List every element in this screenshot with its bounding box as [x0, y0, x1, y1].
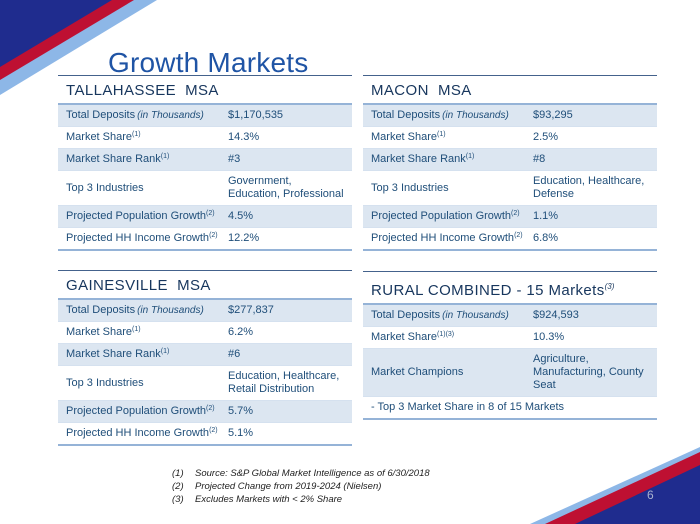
table-row: Projected Population Growth(2) 5.7% [58, 400, 352, 422]
row-value: 5.1% [228, 427, 254, 439]
row-label: Total Deposits (in Thousands) [66, 109, 204, 121]
table-title: MACON MSA [363, 75, 657, 103]
table-title: GAINESVILLE MSA [58, 270, 352, 298]
table-title-superscript: (3) [604, 282, 615, 291]
table-row: Market Share(1) 14.3% [58, 126, 352, 148]
row-value: Education, Healthcare, Retail Distributi… [228, 370, 340, 395]
footnote: (2) Projected Change from 2019-2024 (Nie… [172, 481, 430, 494]
row-label: Market Share Rank(1) [371, 153, 475, 165]
row-value: 14.3% [228, 131, 260, 143]
row-label: Top 3 Industries [66, 376, 144, 389]
row-label: Projected HH Income Growth(2) [66, 427, 218, 439]
row-label: Market Share(1) [66, 131, 141, 143]
footnote-number: (3) [172, 493, 184, 505]
row-label: Projected Population Growth(2) [66, 405, 215, 417]
row-value: 4.5% [228, 210, 254, 222]
row-value: 10.3% [533, 331, 565, 343]
row-value: 2.5% [533, 131, 559, 143]
row-value: #6 [228, 348, 241, 360]
footnote-number: (2) [172, 480, 184, 492]
row-label: Market Champions [371, 366, 464, 378]
table-row: Top 3 Industries Education, Healthcare, … [363, 170, 657, 205]
table-row: Market Share(1)(3) 10.3% [363, 326, 657, 348]
table-body: Total Deposits (in Thousands) $924,593 Ma… [363, 303, 657, 420]
row-value: Government, Education, Professional [228, 175, 344, 200]
row-label: Total Deposits (in Thousands) [371, 309, 509, 321]
table-row: Market Champions Agriculture, Manufactur… [363, 348, 657, 396]
table-row: Projected HH Income Growth(2) 5.1% [58, 422, 352, 444]
row-label: Market Share(1) [371, 131, 446, 143]
table-note-row: - Top 3 Market Share in 8 of 15 Markets [363, 396, 657, 418]
row-value: Agriculture, Manufacturing, County Seat [533, 353, 644, 391]
table-title-text: RURAL COMBINED - 15 Markets [371, 282, 605, 299]
gainesville-msa-table: GAINESVILLE MSA Total Deposits (in Thousa… [58, 270, 352, 446]
footnote-number: (1) [172, 468, 184, 479]
table-row: Market Share Rank(1) #8 [363, 148, 657, 170]
table-title-text: MACON MSA [371, 82, 472, 99]
row-label: Market Share Rank(1) [66, 153, 170, 165]
row-label: Top 3 Industries [371, 181, 449, 194]
corner-ribbon-bottom-right-icon [530, 447, 700, 524]
tallahassee-msa-table: TALLAHASSEE MSA Total Deposits (in Thousa… [58, 75, 352, 251]
row-value: 12.2% [228, 232, 260, 244]
row-label: Projected Population Growth(2) [66, 210, 215, 222]
footnotes: (1) Source: S&P Global Market Intelligen… [172, 468, 430, 506]
table-row: Projected Population Growth(2) 1.1% [363, 205, 657, 227]
table-row: Top 3 Industries Government, Education, … [58, 170, 352, 205]
row-value: $93,295 [533, 109, 573, 121]
table-row: Projected Population Growth(2) 4.5% [58, 205, 352, 227]
row-label: Projected Population Growth(2) [371, 210, 520, 222]
row-value: #3 [228, 153, 241, 165]
footnote: (1) Source: S&P Global Market Intelligen… [172, 468, 430, 481]
table-body: Total Deposits (in Thousands) $277,837 Ma… [58, 298, 352, 446]
table-row: Top 3 Industries Education, Healthcare, … [58, 365, 352, 400]
row-label: Total Deposits (in Thousands) [371, 109, 509, 121]
footnote-text: Source: S&P Global Market Intelligence a… [195, 468, 430, 479]
rural-combined-table: RURAL COMBINED - 15 Markets(3) Total Dep… [363, 271, 657, 420]
row-label: Projected HH Income Growth(2) [371, 232, 523, 244]
table-body: Total Deposits (in Thousands) $93,295 Mar… [363, 103, 657, 251]
row-label: Total Deposits (in Thousands) [66, 304, 204, 316]
table-title-text: GAINESVILLE MSA [66, 277, 211, 294]
row-label: Market Share(1)(3) [371, 331, 455, 343]
footnote-text: Excludes Markets with < 2% Share [195, 493, 343, 505]
table-row: Market Share Rank(1) #3 [58, 148, 352, 170]
macon-msa-table: MACON MSA Total Deposits (in Thousands) $… [363, 75, 657, 251]
table-row: Total Deposits (in Thousands) $924,593 [363, 305, 657, 326]
table-title: TALLAHASSEE MSA [58, 75, 352, 103]
table-body: Total Deposits (in Thousands) $1,170,535 … [58, 103, 352, 251]
table-row: Market Share(1) 2.5% [363, 126, 657, 148]
table-row: Market Share Rank(1) #6 [58, 343, 352, 365]
row-value: $1,170,535 [228, 109, 284, 121]
row-value: Education, Healthcare, Defense [533, 175, 645, 200]
page-number: 6 [647, 488, 654, 502]
row-value: $924,593 [533, 309, 579, 321]
table-row: Projected HH Income Growth(2) 6.8% [363, 227, 657, 249]
table-row: Total Deposits (in Thousands) $1,170,535 [58, 105, 352, 126]
row-value: 6.2% [228, 326, 254, 338]
row-label: Top 3 Industries [66, 181, 144, 194]
row-label: Projected HH Income Growth(2) [66, 232, 218, 244]
table-note-text: - Top 3 Market Share in 8 of 15 Markets [371, 401, 564, 413]
page-title: Growth Markets [108, 46, 309, 78]
table-title: RURAL COMBINED - 15 Markets(3) [363, 271, 657, 303]
table-title-text: TALLAHASSEE MSA [66, 82, 219, 99]
row-value: 5.7% [228, 405, 254, 417]
footnote: (3) Excludes Markets with < 2% Share [172, 494, 430, 507]
table-row: Total Deposits (in Thousands) $277,837 [58, 300, 352, 321]
table-row: Projected HH Income Growth(2) 12.2% [58, 227, 352, 249]
row-value: #8 [533, 153, 546, 165]
table-row: Total Deposits (in Thousands) $93,295 [363, 105, 657, 126]
row-value: 6.8% [533, 232, 559, 244]
row-value: 1.1% [533, 210, 559, 222]
row-label: Market Share Rank(1) [66, 348, 170, 360]
row-label: Market Share(1) [66, 326, 141, 338]
row-value: $277,837 [228, 304, 274, 316]
footnote-text: Projected Change from 2019-2024 (Nielsen… [195, 480, 382, 492]
table-row: Market Share(1) 6.2% [58, 321, 352, 343]
